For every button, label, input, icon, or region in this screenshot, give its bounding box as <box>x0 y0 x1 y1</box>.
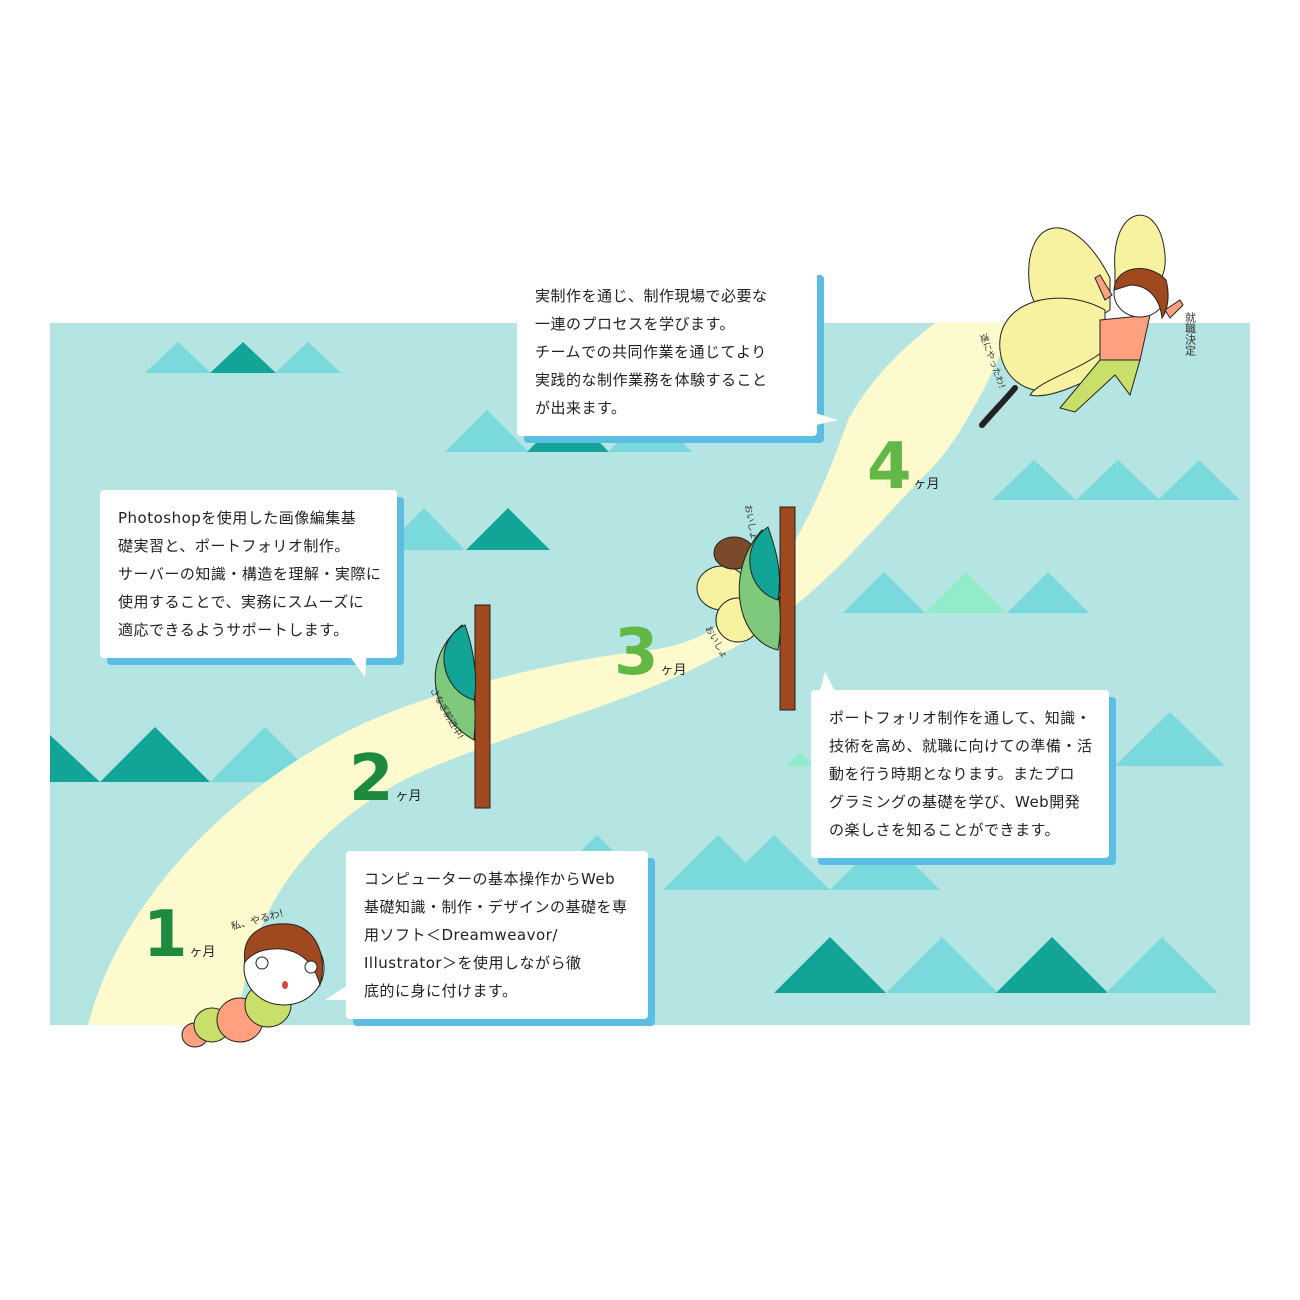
leaf-icon <box>443 624 477 701</box>
month-unit: ヶ月 <box>395 789 422 804</box>
mountain <box>100 727 210 782</box>
mountain <box>466 508 550 550</box>
butterfly-legs <box>1059 359 1141 413</box>
month-number: 2 <box>349 742 394 816</box>
bubble-line: 礎実習と、ポートフォリオ制作。 <box>118 537 350 555</box>
mountain <box>145 342 211 373</box>
bubble-line: サーバーの知識・構造を理解・実際に <box>118 565 382 583</box>
bubble-line: 動を行う時期となります。またプロ <box>829 765 1076 783</box>
bubble-line: チームでの共同作業を通じてより <box>535 343 767 361</box>
month-number: 4 <box>867 430 912 504</box>
bubble-line: Illustrator＞を使用しながら徹 <box>364 954 582 972</box>
month-unit: ヶ月 <box>913 477 940 492</box>
month-number: 1 <box>143 898 188 972</box>
mountain <box>1115 712 1225 766</box>
bubble-line: の楽しさを知ることができます。 <box>829 821 1061 839</box>
bubble-line: 基礎知識・制作・デザインの基礎を専 <box>364 898 628 916</box>
mountain <box>992 460 1076 500</box>
month-label-1: 1 ヶ月 <box>143 898 216 972</box>
month-unit: ヶ月 <box>660 663 687 678</box>
bubble-line: 用ソフト＜Dreamweavor/ <box>364 926 558 944</box>
mountain <box>996 937 1108 993</box>
bubble-line: 底的に身に付けます。 <box>364 982 518 1000</box>
bubble-line: 一連のプロセスを学びます。 <box>535 315 736 333</box>
caterpillar-mouth-icon <box>282 981 288 989</box>
mountain <box>50 735 100 782</box>
leaf-icon <box>749 526 781 601</box>
butterfly-arm-icon <box>1164 299 1184 319</box>
mountain <box>275 342 341 373</box>
tree-trunk <box>779 506 796 711</box>
growth-road <box>88 323 1015 1025</box>
butterfly-hair <box>1113 268 1169 320</box>
month-label-4: 4 ヶ月 <box>867 430 940 504</box>
butterfly-character: 就職決定 遂にやったわ! <box>977 214 1197 428</box>
mountain <box>843 572 925 613</box>
bubble-line: が出来ます。 <box>535 399 627 417</box>
bubble-box: コンピューターの基本操作からWeb 基礎知識・制作・デザインの基礎を専 用ソフト… <box>346 851 648 1019</box>
mountain <box>445 410 529 452</box>
bubble-line: 実制作を通じ、制作現場で必要な <box>535 287 768 305</box>
bubble-line: コンピューターの基本操作からWeb <box>364 870 616 888</box>
bubble-line: グラミングの基礎を学び、Web開発 <box>829 793 1081 811</box>
mountain <box>210 342 276 373</box>
month-unit: ヶ月 <box>189 945 216 960</box>
mountain <box>785 752 815 766</box>
bubble-box: ポートフォリオ制作を通して、知識・ 技術を高め、就職に向けての準備・活 動を行う… <box>811 690 1109 858</box>
bubble-line: 実践的な制作業務を体験すること <box>535 371 768 389</box>
bubble-box: Photoshopを使用した画像編集基 礎実習と、ポートフォリオ制作。 サーバー… <box>100 490 397 658</box>
bubble-line: 適応できるようサポートします。 <box>118 621 349 639</box>
bubble-line: ポートフォリオ制作を通して、知識・ <box>829 709 1092 727</box>
mountain <box>1007 572 1089 613</box>
caterpillar-hair <box>244 923 323 987</box>
mountain <box>925 572 1007 613</box>
butterfly-arm-icon <box>1094 274 1113 301</box>
bubble-month1: コンピューターの基本操作からWeb 基礎知識・制作・デザインの基礎を専 用ソフト… <box>346 851 648 1019</box>
butterfly-stamp-caption: 就職決定 <box>1184 311 1197 357</box>
bubble-month2: Photoshopを使用した画像編集基 礎実習と、ポートフォリオ制作。 サーバー… <box>100 490 397 658</box>
caterpillar-eye-icon <box>304 960 318 974</box>
bubble-box: 実制作を通じ、制作現場で必要な 一連のプロセスを学びます。 チームでの共同作業を… <box>517 268 817 436</box>
bubble-line: Photoshopを使用した画像編集基 <box>118 509 357 527</box>
mountain <box>1158 460 1240 500</box>
month-number: 3 <box>614 616 659 690</box>
caterpillar-character: 私、やるわ! <box>181 907 325 1048</box>
mountain <box>1106 937 1218 993</box>
caterpillar-eye-icon <box>255 956 269 970</box>
bubble-month4: 実制作を通じ、制作現場で必要な 一連のプロセスを学びます。 チームでの共同作業を… <box>517 268 817 436</box>
mountain <box>774 937 886 993</box>
mountain <box>1076 460 1160 500</box>
mountain <box>886 937 998 993</box>
month-label-3: 3 ヶ月 <box>614 616 687 690</box>
mountain <box>383 508 465 550</box>
month-label-2: 2 ヶ月 <box>349 742 422 816</box>
bubble-line: 技術を高め、就職に向けての準備・活 <box>829 737 1093 755</box>
tree-trunk <box>474 604 491 809</box>
bubble-month3: ポートフォリオ制作を通して、知識・ 技術を高め、就職に向けての準備・活 動を行う… <box>811 690 1109 858</box>
mountain <box>718 835 830 890</box>
butterfly-antenna-icon <box>979 385 1018 428</box>
mountain <box>830 835 940 890</box>
bubble-line: 使用することで、実務にスムーズに <box>118 593 365 611</box>
